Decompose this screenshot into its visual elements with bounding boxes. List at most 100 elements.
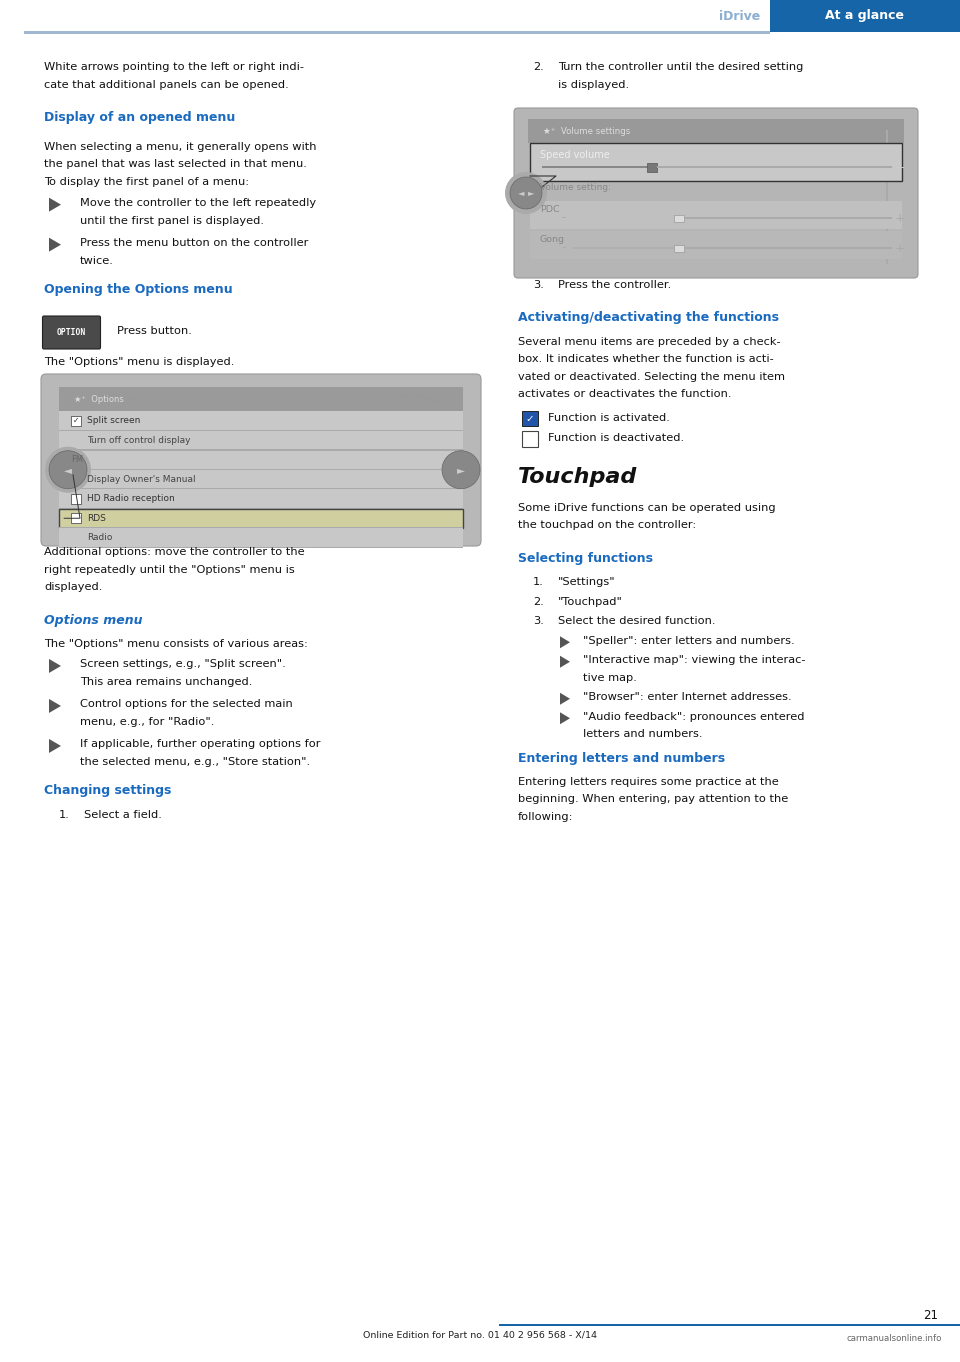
Text: +: + <box>895 241 905 255</box>
Bar <box>499 1324 960 1327</box>
Text: Some iDrive functions can be operated using: Some iDrive functions can be operated us… <box>518 503 776 513</box>
Bar <box>770 0 960 31</box>
Text: Entering letters and numbers: Entering letters and numbers <box>518 752 725 764</box>
Bar <box>59 489 463 508</box>
Circle shape <box>505 172 547 214</box>
Bar <box>674 245 684 252</box>
Polygon shape <box>560 712 570 725</box>
Text: 2.: 2. <box>533 597 543 606</box>
Polygon shape <box>49 699 61 712</box>
Polygon shape <box>560 655 570 667</box>
Text: When selecting a menu, it generally opens with: When selecting a menu, it generally open… <box>44 142 317 151</box>
Text: -: - <box>532 161 537 173</box>
Bar <box>530 143 902 181</box>
Text: RDS: RDS <box>87 513 106 523</box>
Text: -: - <box>562 241 566 255</box>
Bar <box>684 217 892 219</box>
Text: To display the first panel of a menu:: To display the first panel of a menu: <box>44 177 250 187</box>
Circle shape <box>45 447 91 493</box>
Text: Display of an opened menu: Display of an opened menu <box>44 110 235 124</box>
Text: Press the menu button on the controller: Press the menu button on the controller <box>80 238 308 248</box>
Circle shape <box>49 451 87 489</box>
Bar <box>522 432 538 447</box>
Text: "Speller": enter letters and numbers.: "Speller": enter letters and numbers. <box>583 636 795 646</box>
Polygon shape <box>49 237 61 252</box>
Text: Several menu items are preceded by a check-: Several menu items are preceded by a che… <box>518 336 780 347</box>
Text: ◄: ◄ <box>64 464 72 475</box>
Polygon shape <box>49 740 61 753</box>
Text: the panel that was last selected in that menu.: the panel that was last selected in that… <box>44 159 307 169</box>
Text: Display Owner's Manual: Display Owner's Manual <box>87 475 196 484</box>
Text: tive map.: tive map. <box>583 673 636 682</box>
Text: White arrows pointing to the left or right indi-: White arrows pointing to the left or rig… <box>44 63 304 72</box>
Text: vated or deactivated. Selecting the menu item: vated or deactivated. Selecting the menu… <box>518 372 785 381</box>
Text: ►: ► <box>457 464 465 475</box>
Text: the selected menu, e.g., "Store station".: the selected menu, e.g., "Store station"… <box>80 757 310 767</box>
Bar <box>530 143 902 181</box>
Text: Function is activated.: Function is activated. <box>548 413 670 422</box>
Text: Function is deactivated.: Function is deactivated. <box>548 433 684 443</box>
Text: Split screen: Split screen <box>87 417 140 425</box>
Text: Activating/deactivating the functions: Activating/deactivating the functions <box>518 312 779 324</box>
Bar <box>59 387 463 411</box>
Bar <box>59 528 463 548</box>
Text: following:: following: <box>518 812 573 821</box>
Bar <box>59 430 463 449</box>
Bar <box>647 162 657 172</box>
Text: Turn the controller until the desired setting: Turn the controller until the desired se… <box>558 63 804 72</box>
Text: -: - <box>562 211 566 225</box>
Bar <box>59 508 463 528</box>
Text: ►: ► <box>528 188 535 197</box>
Bar <box>24 31 770 34</box>
Text: "Touchpad": "Touchpad" <box>558 597 623 606</box>
Text: Volume setting:: Volume setting: <box>540 183 611 192</box>
Text: FM: FM <box>71 455 84 464</box>
Text: Screen settings, e.g., "Split screen".: Screen settings, e.g., "Split screen". <box>80 659 286 669</box>
Text: ◄: ◄ <box>517 188 524 197</box>
Bar <box>59 508 463 528</box>
Polygon shape <box>49 197 61 211</box>
Text: If applicable, further operating options for: If applicable, further operating options… <box>80 740 321 749</box>
Text: displayed.: displayed. <box>44 582 103 592</box>
Text: Opening the Options menu: Opening the Options menu <box>44 283 232 296</box>
Text: Radio: Radio <box>87 534 112 542</box>
Bar <box>71 513 81 523</box>
Bar <box>59 411 463 430</box>
Text: ★⁺  Options: ★⁺ Options <box>74 395 124 403</box>
Text: 1.: 1. <box>59 809 70 820</box>
Text: ✓: ✓ <box>73 417 79 425</box>
Text: The "Options" menu is displayed.: The "Options" menu is displayed. <box>44 357 234 366</box>
Text: 2.: 2. <box>533 63 543 72</box>
Text: activates or deactivates the function.: activates or deactivates the function. <box>518 390 732 399</box>
Text: Gong: Gong <box>540 234 565 244</box>
Bar <box>71 415 81 426</box>
Bar <box>572 247 892 249</box>
Text: Selecting functions: Selecting functions <box>518 552 653 565</box>
Text: Select a field.: Select a field. <box>84 809 162 820</box>
Text: +: + <box>895 161 905 173</box>
Bar <box>522 411 538 426</box>
Polygon shape <box>560 636 570 648</box>
Bar <box>572 217 892 219</box>
Text: beginning. When entering, pay attention to the: beginning. When entering, pay attention … <box>518 794 788 805</box>
Text: Press button.: Press button. <box>117 326 192 336</box>
Polygon shape <box>560 693 570 704</box>
Text: "Browser": enter Internet addresses.: "Browser": enter Internet addresses. <box>583 692 792 701</box>
Bar <box>674 214 684 222</box>
Text: the touchpad on the controller:: the touchpad on the controller: <box>518 520 696 530</box>
Bar <box>59 470 463 489</box>
Text: Additional options: move the controller to the: Additional options: move the controller … <box>44 548 304 557</box>
Text: The "Options" menu consists of various areas:: The "Options" menu consists of various a… <box>44 639 308 648</box>
Text: HD Radio reception: HD Radio reception <box>87 494 175 503</box>
Text: 3.: 3. <box>533 616 544 627</box>
Text: Entering letters requires some practice at the: Entering letters requires some practice … <box>518 776 779 787</box>
Text: Press the controller.: Press the controller. <box>558 281 671 290</box>
Text: "Audio feedback": pronounces entered: "Audio feedback": pronounces entered <box>583 711 804 722</box>
Text: Control options for the selected main: Control options for the selected main <box>80 699 293 710</box>
Text: Move the controller to the left repeatedly: Move the controller to the left repeated… <box>80 197 316 208</box>
Text: iDrive: iDrive <box>719 10 760 23</box>
Polygon shape <box>49 659 61 673</box>
Bar <box>530 202 902 229</box>
Bar <box>530 232 902 259</box>
Text: Touchpad: Touchpad <box>518 467 637 486</box>
